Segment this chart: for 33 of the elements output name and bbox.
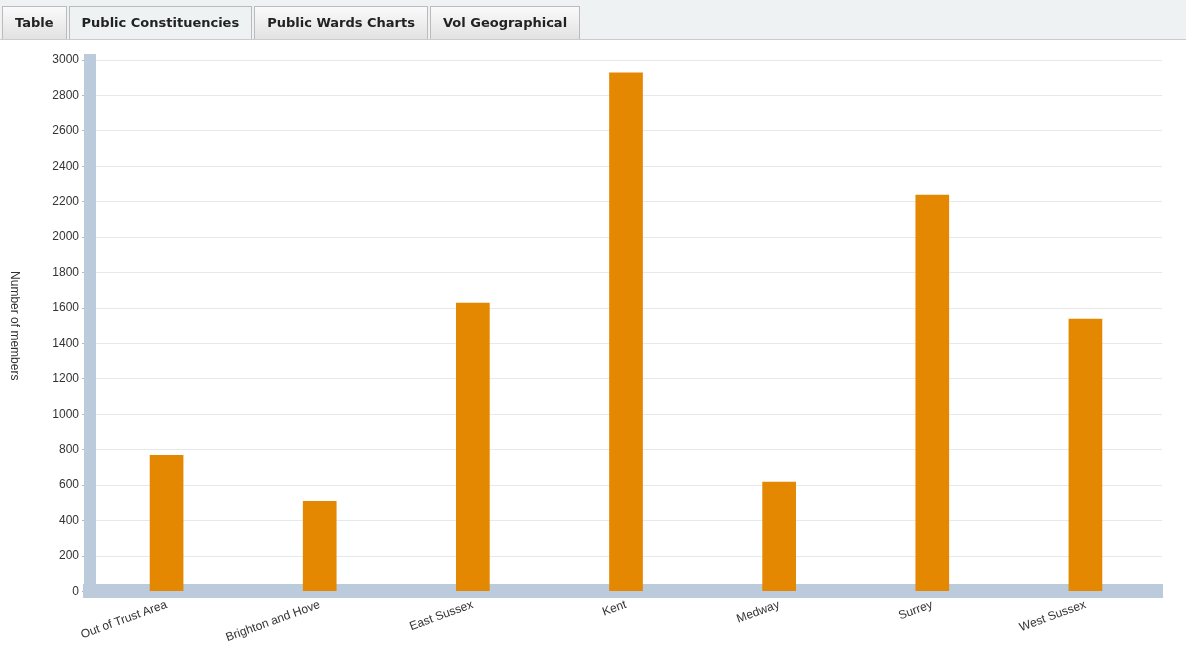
bar — [915, 194, 950, 591]
y-tick-label: 200 — [58, 548, 80, 563]
y-tick-label: 800 — [58, 442, 80, 457]
text: Table — [2, 6, 67, 39]
bar — [762, 481, 796, 591]
y-tick-label: 400 — [58, 512, 80, 527]
bar — [1068, 318, 1103, 591]
bar — [456, 302, 490, 591]
y-tick-label: 3000 — [52, 52, 80, 67]
y-tick-label: 1200 — [52, 371, 80, 386]
y-tick-label: 2800 — [52, 87, 80, 102]
y-tick-label: 1000 — [52, 406, 80, 421]
y-tick-label: 2200 — [52, 194, 80, 209]
bar — [302, 501, 337, 591]
y-tick-label: 1400 — [52, 335, 80, 350]
bar — [609, 72, 643, 591]
y-tick-label: 1800 — [52, 264, 80, 279]
x-tick-label: East Sussex — [407, 597, 476, 633]
bar — [149, 455, 184, 591]
x-tick-label: Kent — [600, 596, 629, 619]
text: Public Wards Charts — [254, 6, 428, 39]
x-tick-label: Surrey — [896, 597, 935, 623]
y-tick-label: 600 — [58, 477, 80, 492]
y-axis-title: Number of members — [7, 271, 22, 381]
x-tick-label: West Sussex — [1017, 597, 1088, 635]
y-tick-label: 2600 — [52, 123, 80, 138]
x-tick-label: Out of Trust Area — [78, 596, 170, 642]
y-tick-label: 1600 — [52, 300, 80, 315]
y-tick-label: 2000 — [52, 229, 80, 244]
y-tick-label: 2400 — [52, 158, 80, 173]
text: Vol Geographical — [429, 6, 581, 39]
y-tick-label: 0 — [72, 583, 80, 598]
text: Public Constituencies — [68, 6, 253, 39]
